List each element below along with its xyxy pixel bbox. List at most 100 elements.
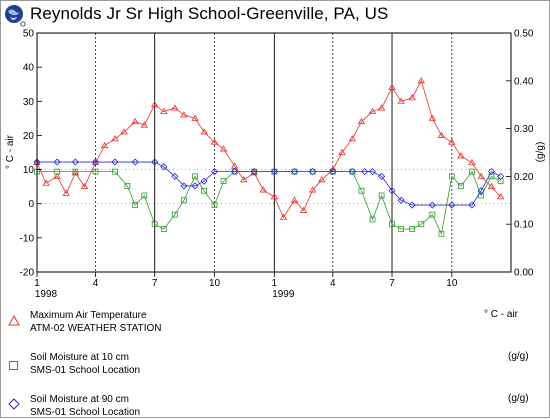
- soil-10cm-point: [438, 230, 445, 237]
- temperature-point: [468, 158, 476, 166]
- soil-90cm-point: [368, 168, 377, 176]
- soil-10cm-point: [409, 226, 416, 232]
- globe-logo-icon: [5, 5, 26, 27]
- soil-90cm-point: [408, 201, 416, 209]
- soil-10cm-point: [378, 192, 385, 199]
- temperature-point: [338, 148, 346, 155]
- left-tick-label: -20: [20, 268, 35, 279]
- soil-10cm-point: [211, 202, 218, 208]
- soil-90cm-point: [290, 168, 299, 176]
- triangle-marker-icon: [8, 315, 20, 326]
- soil-90cm-point: [231, 168, 239, 176]
- temperature-point: [259, 186, 267, 193]
- soil-90cm-point: [378, 172, 386, 180]
- page-title: Reynolds Jr Sr High School-Greenville, P…: [30, 4, 389, 23]
- soil-90cm-point: [210, 168, 219, 176]
- soil-10cm-point: [418, 221, 425, 228]
- right-tick-label: 0.20: [514, 172, 534, 183]
- x-tick-label: 7: [389, 278, 395, 289]
- soil-90cm-point: [111, 158, 119, 166]
- soil-10cm-point: [124, 183, 131, 189]
- soil-90cm-point: [468, 201, 476, 209]
- temperature-point: [140, 121, 148, 128]
- soil-90cm-point: [487, 168, 496, 176]
- temperature-point: [437, 131, 446, 138]
- temperature-point: [428, 114, 437, 121]
- soil-10cm-point: [54, 168, 61, 175]
- soil-90cm-point: [348, 168, 356, 176]
- soil-90cm-point: [171, 172, 179, 180]
- soil-10cm-point: [192, 173, 198, 180]
- x-tick-label: 1: [272, 278, 278, 289]
- temperature-point: [457, 152, 465, 159]
- legend-unit: ° C - air: [484, 309, 518, 320]
- left-tick-label: 0: [28, 199, 34, 210]
- x-year-label: 1998: [35, 289, 58, 300]
- x-tick-label: 1: [34, 278, 40, 289]
- soil-10cm-point: [398, 226, 405, 232]
- soil-90cm-point: [160, 163, 168, 171]
- temperature-point: [348, 135, 357, 142]
- temperature-point: [318, 176, 326, 183]
- soil-10cm-point: [458, 183, 464, 189]
- temperature-point: [150, 100, 159, 108]
- legend-unit: (g/g): [508, 351, 529, 362]
- temperature-point: [417, 77, 425, 84]
- soil-10cm-point: [112, 168, 118, 175]
- legend-item-soil-90cm: Soil Moisture at 90 cm SMS-01 School Loc…: [30, 393, 140, 419]
- soil-10cm-point: [369, 216, 376, 223]
- x-tick-label: 7: [152, 278, 158, 289]
- right-tick-label: 0.00: [514, 268, 534, 279]
- left-tick-label: 10: [23, 165, 35, 176]
- temperature-point: [71, 169, 80, 176]
- temperature-point: [408, 94, 416, 101]
- soil-10cm-point: [389, 221, 395, 228]
- temperature-point: [210, 138, 219, 145]
- soil-90cm-point: [329, 168, 337, 176]
- soil-90cm-point: [497, 172, 505, 180]
- diamond-marker-icon: [8, 398, 20, 410]
- temperature-point: [299, 206, 308, 213]
- legend-series-source: SMS-01 School Location: [30, 407, 141, 418]
- right-tick-label: 0.40: [514, 76, 534, 87]
- soil-10cm-point: [181, 197, 187, 204]
- legend-item-temperature: Maximum Air Temperature ATM-02 WEATHER S…: [30, 309, 161, 335]
- soil-10cm-point: [171, 211, 178, 218]
- soil-10cm-point: [469, 168, 475, 175]
- temperature-point: [388, 83, 396, 91]
- soil-90cm-point: [428, 201, 436, 209]
- legend-series-name: Soil Moisture at 10 cm: [30, 352, 129, 363]
- temperature-point: [160, 107, 168, 114]
- temperature-point: [180, 111, 188, 118]
- soil-10cm-point: [358, 187, 365, 194]
- legend-series-name: Maximum Air Temperature: [30, 310, 147, 321]
- soil-10cm-point: [160, 226, 167, 232]
- temperature-point: [53, 172, 61, 179]
- soil-90cm-point: [361, 168, 369, 176]
- soil-90cm-point: [91, 158, 100, 166]
- soil-90cm-point: [53, 158, 61, 166]
- legend-series-source: SMS-01 School Location: [30, 365, 141, 376]
- series-line: [37, 170, 501, 236]
- legend-unit: (g/g): [508, 393, 529, 404]
- temperature-point: [368, 107, 377, 114]
- left-tick-label: 30: [23, 97, 35, 108]
- soil-90cm-point: [270, 168, 278, 176]
- series-soil-90cm: [33, 158, 505, 209]
- temperature-point: [308, 186, 317, 193]
- right-axis-label: (g/g): [535, 142, 546, 163]
- temperature-point: [240, 176, 248, 183]
- soil-10cm-point: [497, 178, 504, 185]
- temperature-point: [477, 172, 485, 179]
- temperature-point: [357, 117, 366, 125]
- temperature-point: [111, 135, 119, 142]
- right-tick-label: 0.30: [514, 124, 534, 135]
- plot-frame: [36, 32, 512, 273]
- left-tick-label: -10: [20, 233, 35, 244]
- temperature-point: [200, 128, 208, 135]
- soil-10cm-point: [141, 192, 148, 199]
- temperature-point: [290, 196, 299, 203]
- left-tick-label: 40: [23, 63, 35, 74]
- temperature-point: [120, 128, 128, 135]
